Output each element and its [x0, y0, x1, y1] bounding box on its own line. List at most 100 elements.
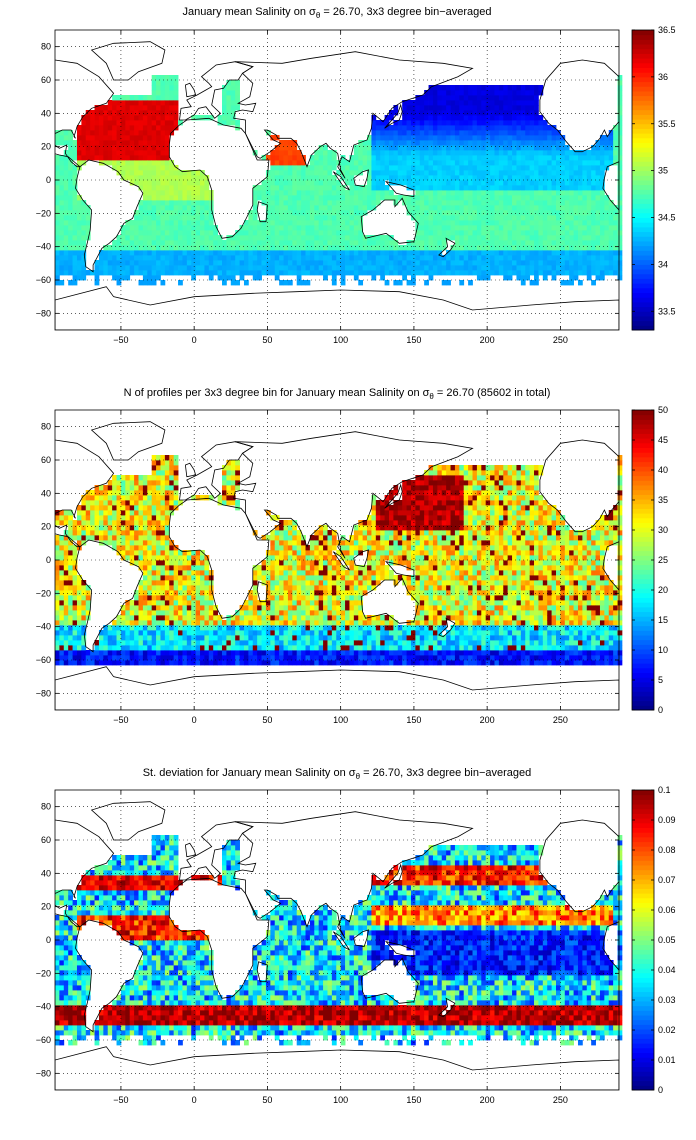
bin-cell: [76, 505, 82, 511]
bin-cell: [287, 150, 293, 156]
bin-cell: [485, 275, 491, 281]
bin-cell: [72, 260, 78, 266]
bin-cell: [147, 105, 153, 111]
bin-cell: [591, 190, 596, 196]
bin-cell: [538, 245, 544, 251]
bin-cell: [494, 250, 500, 256]
bin-cell: [547, 210, 553, 216]
bin-cell: [428, 210, 434, 216]
bin-cell: [112, 520, 117, 526]
bin-cell: [525, 160, 531, 166]
bin-cell: [230, 490, 236, 496]
bin-cell: [358, 250, 364, 256]
bin-cell: [55, 165, 60, 171]
bin-cell: [76, 195, 82, 201]
bin-cell: [142, 575, 148, 581]
bin-cell: [287, 170, 293, 176]
bin-cell: [397, 250, 403, 256]
bin-cell: [72, 275, 78, 281]
bin-cell: [191, 115, 197, 121]
bin-cell: [358, 195, 364, 201]
bin-cell: [402, 245, 407, 251]
bin-cell: [138, 215, 144, 221]
bin-cell: [476, 185, 482, 191]
bin-cell: [305, 225, 311, 231]
bin-cell: [485, 130, 491, 136]
bin-cell: [208, 590, 214, 596]
bin-cell: [156, 235, 161, 241]
bin-cell: [217, 250, 223, 256]
bin-cell: [178, 630, 183, 636]
bin-cell: [81, 610, 87, 616]
bin-cell: [265, 205, 271, 211]
bin-cell: [81, 645, 87, 651]
bin-cell: [178, 200, 183, 206]
bin-cell: [463, 250, 469, 256]
bin-cell: [314, 160, 320, 166]
bin-cell: [516, 90, 522, 96]
bin-cell: [94, 110, 100, 116]
bin-cell: [349, 165, 355, 171]
bin-cell: [274, 250, 280, 256]
bin-cell: [498, 100, 504, 106]
bin-cell: [72, 530, 78, 536]
bin-cell: [577, 225, 583, 231]
bin-cell: [595, 170, 601, 176]
bin-cell: [586, 205, 592, 211]
bin-cell: [534, 120, 539, 126]
bin-cell: [296, 205, 302, 211]
bin-cell: [410, 135, 416, 141]
bin-cell: [217, 115, 223, 121]
bin-cell: [538, 165, 544, 171]
bin-cell: [204, 210, 210, 216]
bin-cell: [164, 560, 170, 566]
bin-cell: [424, 230, 429, 236]
bin-cell: [63, 635, 69, 641]
bin-cell: [68, 165, 73, 171]
bin-cell: [384, 195, 390, 201]
bin-cell: [147, 205, 153, 211]
bin-cell: [156, 120, 161, 126]
bin-cell: [389, 240, 394, 246]
bin-cell: [164, 165, 170, 171]
bin-cell: [301, 235, 306, 241]
bin-cell: [112, 265, 117, 271]
bin-cell: [375, 120, 381, 126]
bin-cell: [55, 225, 60, 231]
bin-cell: [230, 495, 236, 501]
bin-cell: [252, 605, 258, 611]
bin-cell: [85, 500, 91, 506]
bin-cell: [498, 120, 504, 126]
bin-cell: [116, 255, 122, 261]
bin-cell: [178, 120, 183, 126]
bin-cell: [129, 615, 135, 621]
bin-cell: [512, 105, 517, 111]
bin-cell: [138, 230, 144, 236]
bin-cell: [476, 170, 482, 176]
bin-cell: [147, 485, 153, 491]
bin-cell: [599, 250, 605, 256]
bin-cell: [393, 195, 399, 201]
bin-cell: [428, 160, 434, 166]
bin-cell: [169, 95, 175, 101]
bin-cell: [125, 480, 131, 486]
bin-cell: [454, 185, 460, 191]
bin-cell: [529, 260, 535, 266]
bin-cell: [410, 195, 416, 201]
bin-cell: [90, 135, 95, 141]
bin-cell: [208, 600, 214, 606]
bin-cell: [81, 595, 87, 601]
bin-cell: [529, 190, 535, 196]
bin-cell: [340, 215, 346, 221]
bin-cell: [195, 585, 201, 591]
bin-cell: [173, 605, 179, 611]
bin-cell: [468, 100, 473, 106]
colorbar-segment: [632, 273, 654, 279]
bin-cell: [156, 255, 161, 261]
bin-cell: [472, 180, 478, 186]
bin-cell: [459, 175, 465, 181]
bin-cell: [556, 175, 561, 181]
bin-cell: [283, 230, 289, 236]
bin-cell: [252, 235, 258, 241]
bin-cell: [120, 625, 126, 631]
